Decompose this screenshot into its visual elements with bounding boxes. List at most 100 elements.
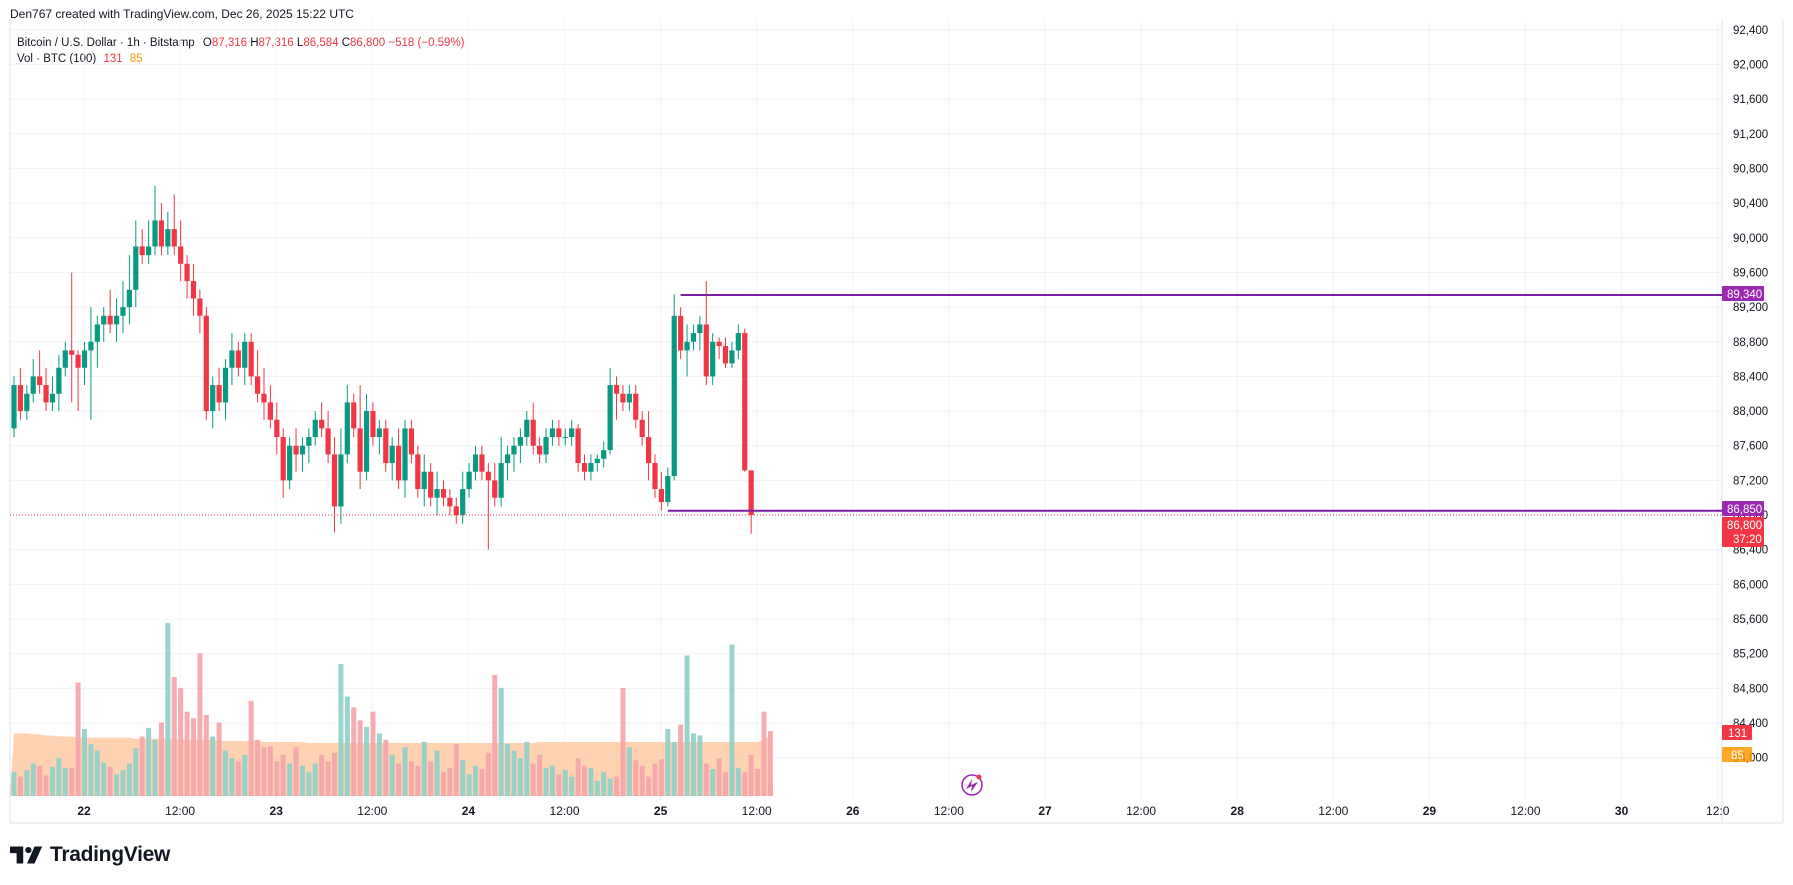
volume-bar [158,722,164,796]
volume-bar [133,748,139,796]
volume-bar [248,700,254,796]
candle-body [613,385,620,394]
candle-body [645,437,652,464]
low-value: 86,584 [303,37,339,49]
candle-body [338,454,344,507]
time-tick-label: 12:00 [357,804,387,818]
price-axis[interactable]: 92,400 92,000 91,600 91,200 90,800 90,400 90,0… [1733,25,1768,765]
candle-body [383,428,389,464]
candle-body [748,470,754,516]
price-tick-label: 86,000 [1733,579,1768,591]
candle-body [235,350,241,368]
volume-bar [473,765,479,796]
candle-body [101,315,107,325]
price-tick-label: 89,200 [1733,302,1768,314]
price-tick-label: 88,800 [1733,337,1768,349]
horizontal-levels[interactable] [667,293,1722,512]
candle-body [56,367,62,394]
time-tick-label: 12:0 [1706,804,1730,818]
price-tick-label: 88,000 [1733,406,1768,418]
candle-body [537,445,543,455]
tradingview-logo-icon [10,846,43,864]
volume-bar [229,758,235,796]
candle-body [440,489,447,498]
candle-body [203,315,209,412]
candle-body [402,428,408,481]
candle-body [485,471,491,481]
candle-body [543,437,549,455]
candle-body [11,385,17,429]
price-tick-label: 85,600 [1733,614,1768,626]
volume-bar [184,711,190,796]
volume-bar [729,644,735,796]
volume-bar [139,736,145,796]
time-tick-label: 27 [1038,804,1052,818]
time-tick-label: 12:00 [934,804,964,818]
candle-body [569,428,575,438]
candle-body [287,445,293,481]
volume-bar [261,747,267,796]
volume-bar [460,760,466,796]
candle-body [697,324,703,334]
volume-bar [492,674,498,796]
open-label: O [202,37,212,49]
candle-body [325,428,331,455]
candle-body [242,341,248,368]
time-axis[interactable]: 22 12:00 23 12:00 24 12:00 25 12:00 26 12:00 27 12:… [77,804,1729,818]
volume-bar [575,758,581,796]
candle-body [363,411,370,472]
symbol-name[interactable]: Bitcoin / U.S. Dollar · 1h · Bitstamp [17,37,195,49]
candle-body [344,402,350,455]
candle-body [421,471,427,490]
volume-bar [56,758,62,796]
candle-body [658,489,665,503]
volume-bar [69,767,75,796]
volume-bar [171,677,177,796]
volume-bar [543,767,549,796]
price-tick-label: 92,400 [1733,25,1768,37]
candle-body [24,393,30,412]
volume-bar [755,768,761,796]
candle-body [601,450,607,459]
candle-body [113,315,120,325]
candle-body [594,458,600,464]
volume-bar [505,744,511,796]
volume-bar [690,733,696,796]
volume-bar [453,744,459,796]
candle-body [581,463,588,472]
volume-label[interactable]: Vol · BTC (100) [17,53,97,65]
time-tick-label: 30 [1615,804,1629,818]
volume-bar [697,735,703,796]
candle-body [299,445,306,455]
volume-bar [357,720,363,796]
candle-body [549,428,556,438]
volume-bar [364,726,370,796]
volume-bar [421,741,427,796]
volume-bar [601,772,607,796]
volume-bar [723,772,729,796]
volume-bar [267,746,273,796]
volume-bar [479,768,485,796]
candle-body [408,428,415,455]
price-tags: 89,340 86,850 86,800 37:20 131 85 [1722,285,1764,762]
volume-bar [665,728,671,796]
volume-bar [319,754,325,796]
volume-bar [767,731,773,796]
candle-body [165,229,171,247]
volume-bar [434,750,440,796]
volume-bar [556,774,562,796]
volume-legend-row: Vol · BTC (100) 131 85 [17,51,465,67]
replay-icon[interactable] [961,774,983,796]
brand-logo[interactable]: TradingView [10,843,170,867]
volume-bar [748,754,754,796]
candle-body [312,419,318,438]
volume-bar [280,754,286,796]
candle-body [293,445,299,455]
lower-level-tag: 86,850 [1727,504,1762,516]
candle-body [69,350,75,355]
price-tick-label: 87,600 [1733,441,1768,453]
volume-bar [197,653,203,796]
volume-bar [82,728,88,796]
volume-bar [216,722,222,796]
